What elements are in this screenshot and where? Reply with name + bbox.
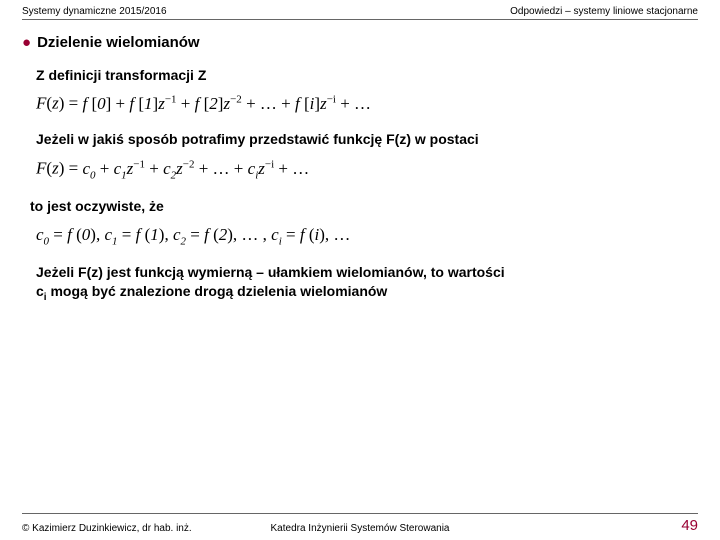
- footer-center: Katedra Inżynierii Systemów Sterowania: [271, 523, 450, 534]
- formula-1-rhs: f [0] + f [1]z−1 + f [2]z−2 + … + f [i]z…: [82, 94, 371, 113]
- section-title-row: ● Dzielenie wielomianów: [22, 34, 698, 51]
- line-4a: Jeżeli F(z) jest funkcją wymierną – ułam…: [36, 264, 505, 280]
- formula-2-lhs: F(z): [36, 159, 64, 178]
- formula-1-lhs: F(z): [36, 94, 64, 113]
- equals-icon: =: [69, 159, 83, 178]
- footer-left: © Kazimierz Duzinkiewicz, dr hab. inż.: [22, 523, 192, 534]
- line-4b: ci mogą być znalezione drogą dzielenia w…: [36, 283, 387, 299]
- slide-header: Systemy dynamiczne 2015/2016 Odpowiedzi …: [22, 6, 698, 20]
- header-left: Systemy dynamiczne 2015/2016: [22, 6, 167, 17]
- formula-3: c0 = f (0), c1 = f (1), c2 = f (2), … , …: [36, 225, 698, 247]
- slide: Systemy dynamiczne 2015/2016 Odpowiedzi …: [0, 0, 720, 540]
- line-4: Jeżeli F(z) jest funkcją wymierną – ułam…: [36, 263, 698, 303]
- line-2: Jeżeli w jakiś sposób potrafimy przedsta…: [36, 130, 698, 148]
- line-1: Z definicji transformacji Z: [36, 67, 698, 83]
- formula-2-rhs: c0 + c1z−1 + c2z−2 + … + ciz−i + …: [82, 159, 309, 178]
- header-right: Odpowiedzi – systemy liniowe stacjonarne: [510, 6, 698, 17]
- formula-2: F(z) = c0 + c1z−1 + c2z−2 + … + ciz−i + …: [36, 158, 698, 181]
- section-title: Dzielenie wielomianów: [37, 34, 200, 51]
- page-number: 49: [681, 517, 698, 534]
- bullet-icon: ●: [22, 34, 31, 51]
- line-3: to jest oczywiste, że: [30, 197, 698, 215]
- equals-icon: =: [69, 94, 83, 113]
- formula-1: F(z) = f [0] + f [1]z−1 + f [2]z−2 + … +…: [36, 93, 698, 114]
- slide-footer: © Kazimierz Duzinkiewicz, dr hab. inż. K…: [22, 513, 698, 534]
